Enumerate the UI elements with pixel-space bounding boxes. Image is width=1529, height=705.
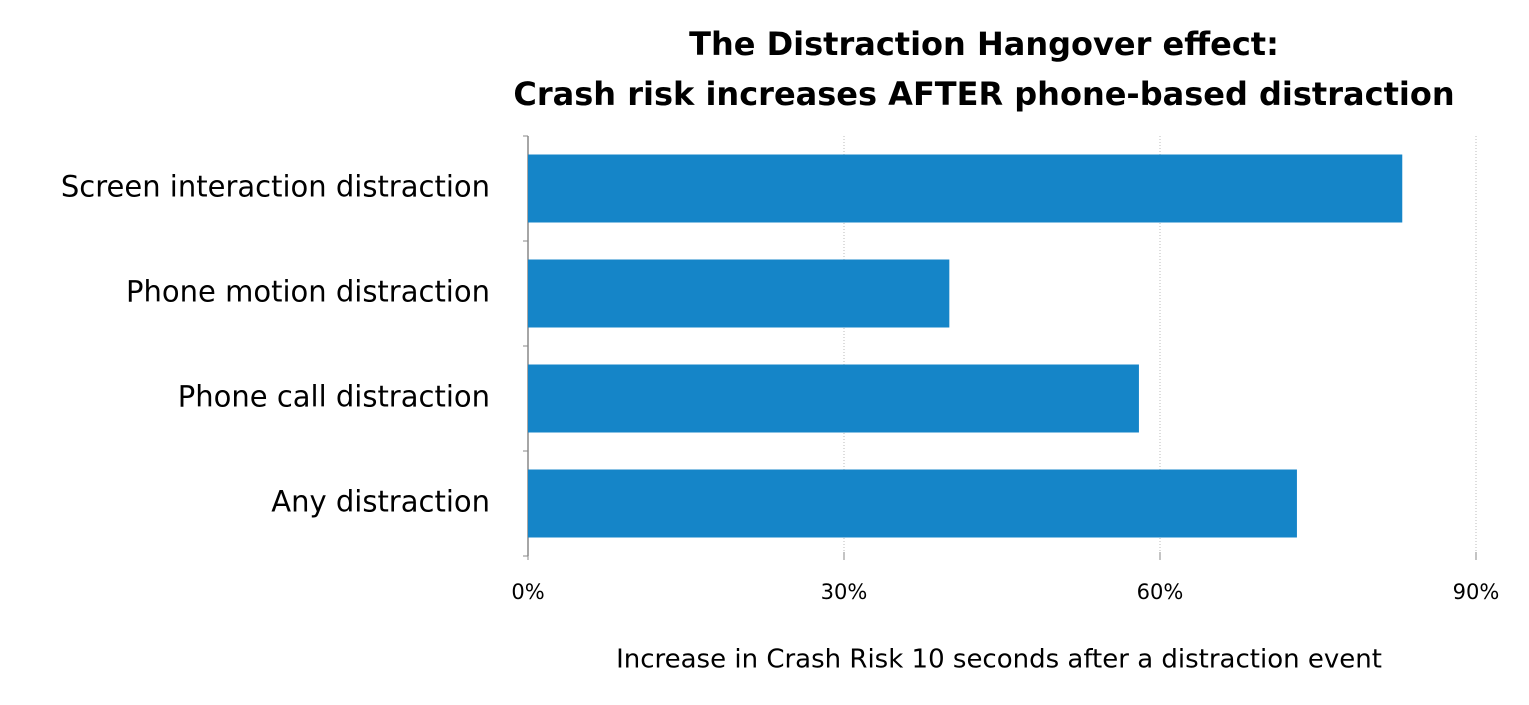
bar — [528, 469, 1297, 538]
chart-title: Crash risk increases AFTER phone-based d… — [513, 75, 1454, 113]
y-tick-label: Screen interaction distraction — [61, 170, 490, 204]
y-tick-label: Phone call distraction — [178, 380, 490, 414]
y-tick-label: Phone motion distraction — [126, 275, 490, 309]
y-tick-label: Any distraction — [271, 485, 490, 519]
x-axis-label: Increase in Crash Risk 10 seconds after … — [616, 645, 1382, 675]
bar — [528, 154, 1403, 223]
x-tick-label: 90% — [1453, 580, 1500, 604]
x-tick-label: 30% — [821, 580, 868, 604]
chart-title: The Distraction Hangover effect: — [689, 25, 1279, 63]
x-tick-label: 60% — [1137, 580, 1184, 604]
bar — [528, 364, 1139, 433]
bar — [528, 259, 950, 328]
x-tick-label: 0% — [511, 580, 544, 604]
